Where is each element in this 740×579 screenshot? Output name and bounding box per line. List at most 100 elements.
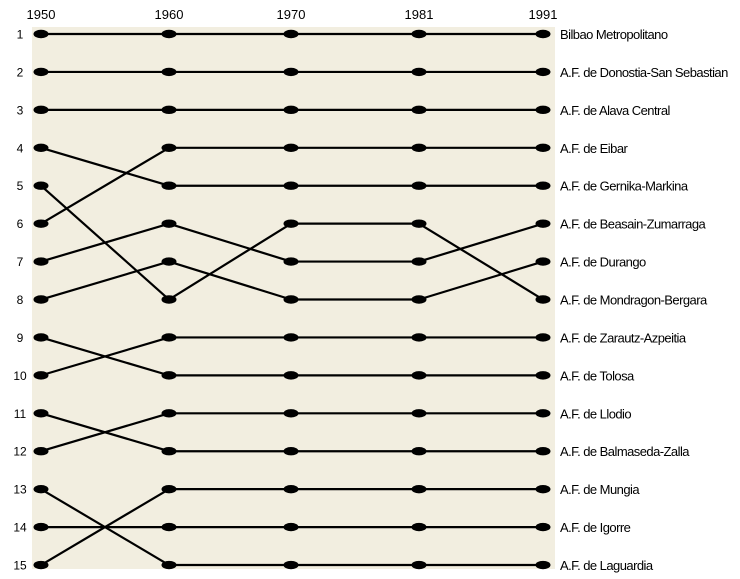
series-node-9-1960 (161, 333, 177, 342)
series-node-5-1991 (535, 181, 551, 190)
series-node-1-1970 (283, 29, 299, 39)
rank-label-12: 12 (13, 445, 27, 459)
series-node-9-1981 (411, 333, 427, 342)
series-node-10-1950 (33, 333, 49, 342)
series-node-1-1981 (411, 29, 427, 39)
series-node-13-1970 (283, 484, 299, 494)
series-node-6-1950 (33, 257, 49, 266)
region-label-15: A.F. de Laguardia (560, 558, 654, 573)
series-node-1-1960 (161, 29, 177, 39)
series-node-6-1970 (283, 257, 299, 266)
series-node-2-1960 (161, 67, 177, 77)
series-node-6-1991 (535, 219, 551, 228)
rank-label-11: 11 (14, 407, 27, 421)
series-node-7-1991 (535, 257, 551, 266)
series-node-15-1960 (161, 560, 177, 570)
series-node-8-1991 (535, 295, 551, 304)
rank-label-1: 1 (17, 28, 24, 42)
series-node-1-1991 (535, 29, 551, 39)
year-label-1950: 1950 (27, 7, 56, 22)
rank-label-8: 8 (17, 293, 24, 307)
series-node-11-1991 (535, 409, 551, 418)
series-node-13-1981 (411, 484, 427, 494)
series-node-15-1991 (535, 560, 551, 570)
series-node-8-1981 (411, 219, 427, 228)
region-label-1: Bilbao Metropolitano (560, 27, 668, 42)
rank-label-9: 9 (17, 331, 24, 345)
series-node-12-1991 (535, 447, 551, 456)
rank-label-4: 4 (17, 141, 24, 155)
series-node-1-1950 (33, 29, 49, 39)
series-node-4-1960 (161, 143, 177, 152)
series-node-3-1960 (161, 105, 177, 115)
rank-label-7: 7 (17, 255, 24, 269)
region-label-4: A.F. de Eibar (560, 141, 628, 156)
series-node-11-1970 (283, 409, 299, 418)
series-node-3-1970 (283, 105, 299, 115)
series-node-10-1960 (161, 371, 177, 380)
series-node-12-1960 (161, 447, 177, 456)
region-label-8: A.F. de Mondragon-Bergara (560, 293, 708, 308)
region-label-12: A.F. de Balmaseda-Zalla (560, 444, 690, 459)
series-node-11-1950 (33, 447, 49, 456)
series-node-10-1981 (411, 371, 427, 380)
region-label-13: A.F. de Mungia (560, 482, 640, 497)
series-node-11-1981 (411, 409, 427, 418)
year-label-1991: 1991 (529, 7, 558, 22)
rank-label-2: 2 (17, 65, 24, 79)
region-label-7: A.F. de Durango (560, 255, 646, 270)
series-node-13-1991 (535, 484, 551, 494)
series-node-6-1960 (161, 219, 177, 228)
region-label-14: A.F. de Igorre (560, 520, 631, 535)
series-node-4-1950 (33, 219, 49, 228)
series-node-9-1950 (33, 371, 49, 380)
region-label-5: A.F. de Gernika-Markina (560, 179, 689, 194)
series-node-3-1981 (411, 105, 427, 115)
series-node-13-1960 (161, 484, 177, 494)
series-node-12-1970 (283, 447, 299, 456)
region-label-6: A.F. de Beasain-Zumarraga (560, 217, 707, 232)
series-node-4-1991 (535, 143, 551, 152)
series-node-4-1981 (411, 143, 427, 152)
series-node-10-1970 (283, 371, 299, 380)
series-node-7-1970 (283, 295, 299, 304)
year-labels: 1950 1960 1970 1981 1991 (27, 7, 558, 22)
series-node-8-1960 (161, 295, 177, 304)
year-label-1960: 1960 (155, 7, 184, 22)
series-node-7-1950 (33, 295, 49, 304)
series-node-3-1991 (535, 105, 551, 115)
series-node-9-1991 (535, 333, 551, 342)
series-node-13-1950 (33, 560, 49, 570)
rank-label-15: 15 (13, 559, 27, 573)
series-node-4-1970 (283, 143, 299, 152)
series-node-2-1950 (33, 67, 49, 77)
series-node-2-1981 (411, 67, 427, 77)
series-nodes (33, 29, 551, 570)
rank-label-6: 6 (17, 217, 24, 231)
region-label-9: A.F. de Zarautz-Azpeitia (560, 330, 687, 345)
series-node-14-1970 (283, 522, 299, 532)
region-label-11: A.F. de Llodio (560, 406, 631, 421)
series-node-5-1981 (411, 181, 427, 190)
series-node-6-1981 (411, 257, 427, 266)
series-node-12-1981 (411, 447, 427, 456)
region-label-3: A.F. de Alava Central (560, 103, 671, 118)
rank-label-5: 5 (17, 179, 24, 193)
series-node-7-1981 (411, 295, 427, 304)
rank-label-14: 14 (13, 521, 27, 535)
series-node-5-1950 (33, 143, 49, 152)
series-node-15-1950 (33, 484, 49, 494)
series-node-5-1960 (161, 181, 177, 190)
series-node-11-1960 (161, 409, 177, 418)
region-label-10: A.F. de Tolosa (560, 368, 635, 383)
series-node-2-1991 (535, 67, 551, 77)
year-label-1981: 1981 (405, 7, 434, 22)
rank-label-13: 13 (13, 483, 27, 497)
series-node-8-1970 (283, 219, 299, 228)
region-label-2: A.F. de Donostia-San Sebastian (560, 65, 728, 80)
series-node-15-1970 (283, 560, 299, 570)
series-node-15-1981 (411, 560, 427, 570)
